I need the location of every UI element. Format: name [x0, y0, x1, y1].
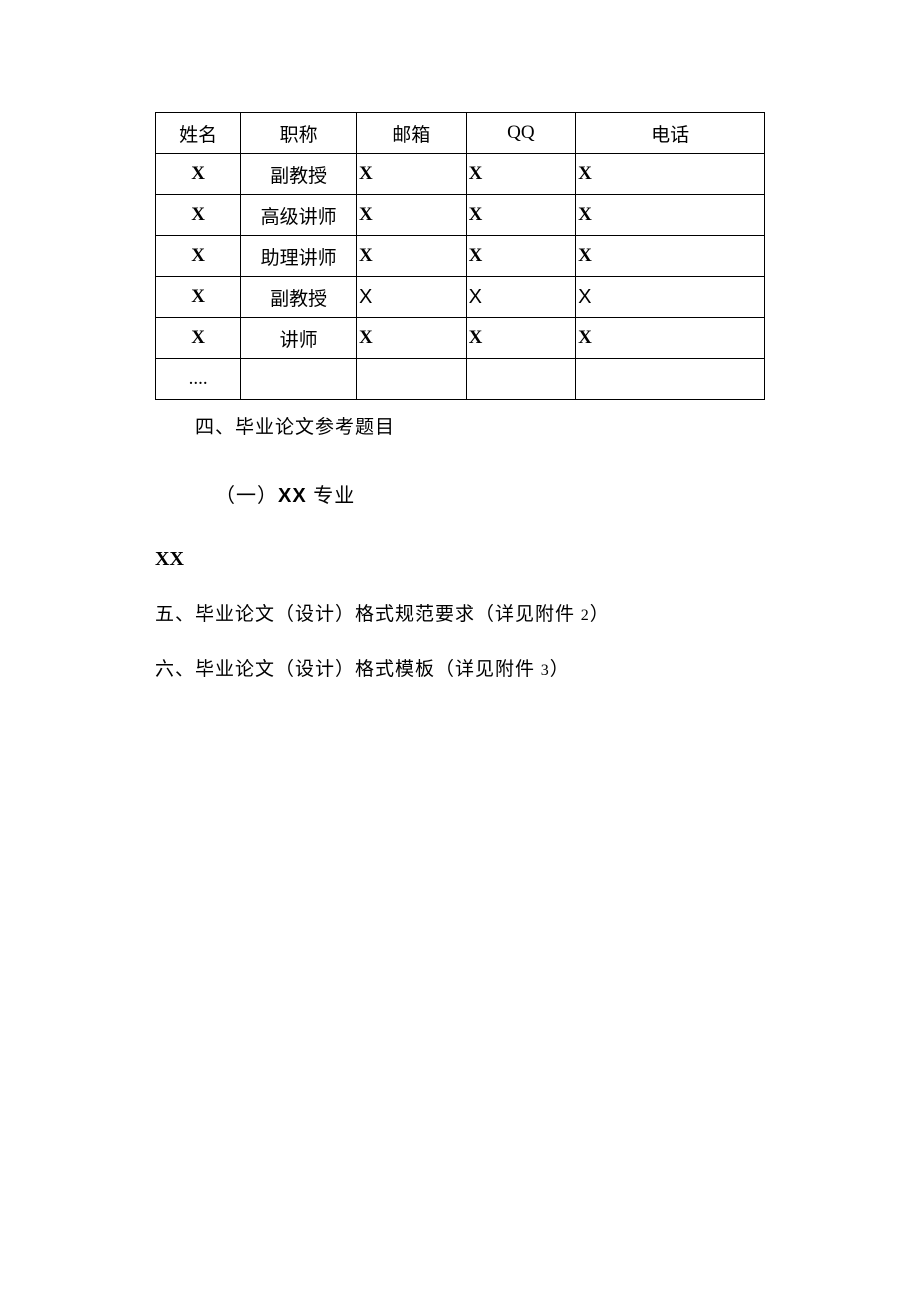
table-row: X 助理讲师 X X X	[156, 236, 765, 277]
cell-phone	[576, 359, 765, 400]
cell-phone: X	[576, 154, 765, 195]
col-header-email: 邮箱	[356, 113, 466, 154]
line6-suffix: ）	[550, 659, 570, 680]
cell-title	[241, 359, 357, 400]
table-row: X 副教授 X X X	[156, 277, 765, 318]
xx-label: XX	[155, 548, 765, 571]
section-4-sub1: （一）XX 专业	[215, 479, 765, 508]
cell-name: X	[156, 236, 241, 277]
cell-name: ....	[156, 359, 241, 400]
cell-email	[356, 359, 466, 400]
cell-title: 副教授	[241, 154, 357, 195]
cell-title: 助理讲师	[241, 236, 357, 277]
cell-name: X	[156, 318, 241, 359]
line6-prefix: 六、毕业论文（设计）格式模板（详见附件	[155, 659, 541, 680]
cell-email: X	[356, 277, 466, 318]
cell-qq: X	[466, 154, 576, 195]
cell-qq: X	[466, 318, 576, 359]
section-5-line: 五、毕业论文（设计）格式规范要求（详见附件 2）	[155, 599, 765, 626]
table-row: ....	[156, 359, 765, 400]
cell-title: 讲师	[241, 318, 357, 359]
cell-email: X	[356, 195, 466, 236]
section-6-line: 六、毕业论文（设计）格式模板（详见附件 3）	[155, 654, 765, 681]
cell-email: X	[356, 236, 466, 277]
table-row: X 高级讲师 X X X	[156, 195, 765, 236]
line6-num: 3	[541, 662, 550, 679]
col-header-phone: 电话	[576, 113, 765, 154]
cell-phone: X	[576, 195, 765, 236]
cell-phone: X	[576, 236, 765, 277]
cell-name: X	[156, 195, 241, 236]
cell-email: X	[356, 154, 466, 195]
section-4-heading: 四、毕业论文参考题目	[195, 412, 765, 439]
col-header-name: 姓名	[156, 113, 241, 154]
document-page: 姓名 职称 邮箱 QQ 电话 X 副教授 X X X X 高级讲师 X X X	[0, 0, 920, 681]
cell-qq	[466, 359, 576, 400]
table-row: X 副教授 X X X	[156, 154, 765, 195]
instructor-table: 姓名 职称 邮箱 QQ 电话 X 副教授 X X X X 高级讲师 X X X	[155, 112, 765, 400]
sub1-xx: XX	[278, 485, 307, 507]
cell-title: 副教授	[241, 277, 357, 318]
cell-name: X	[156, 154, 241, 195]
sub1-prefix: （一）	[215, 485, 278, 507]
cell-qq: X	[466, 195, 576, 236]
line5-prefix: 五、毕业论文（设计）格式规范要求（详见附件	[155, 604, 581, 625]
table-header-row: 姓名 职称 邮箱 QQ 电话	[156, 113, 765, 154]
col-header-qq: QQ	[466, 113, 576, 154]
line5-suffix: ）	[590, 604, 610, 625]
cell-name: X	[156, 277, 241, 318]
line5-num: 2	[581, 607, 590, 624]
cell-phone: X	[576, 277, 765, 318]
cell-qq: X	[466, 236, 576, 277]
cell-phone: X	[576, 318, 765, 359]
cell-email: X	[356, 318, 466, 359]
table-row: X 讲师 X X X	[156, 318, 765, 359]
cell-qq: X	[466, 277, 576, 318]
col-header-title: 职称	[241, 113, 357, 154]
cell-title: 高级讲师	[241, 195, 357, 236]
sub1-suffix: 专业	[307, 485, 356, 507]
